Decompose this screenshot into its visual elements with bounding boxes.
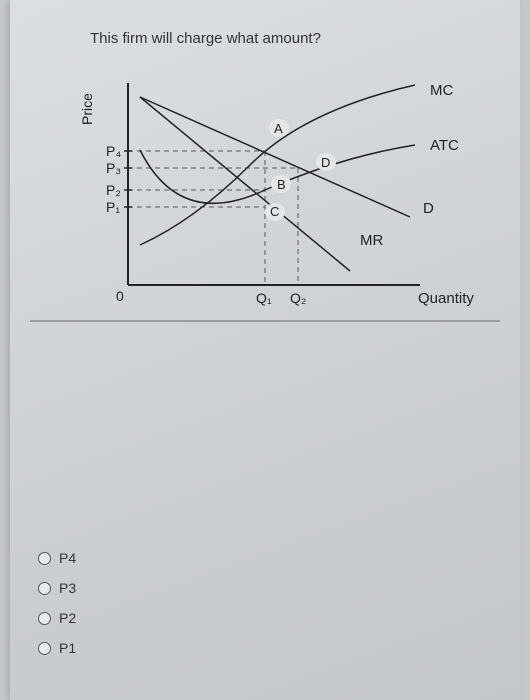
- option-p1[interactable]: P1: [38, 640, 76, 656]
- ytick-p3: P₃: [106, 160, 121, 176]
- economics-chart: Price P₄ P₃ P₂ P₁ Q₁ Q₂: [80, 65, 490, 325]
- svg-text:A: A: [274, 121, 283, 136]
- label-mr: MR: [360, 232, 383, 249]
- svg-text:C: C: [270, 204, 279, 219]
- label-mc: MC: [430, 82, 453, 99]
- xtick-q1: Q₁: [256, 290, 272, 306]
- point-d: D: [316, 153, 336, 171]
- radio-icon[interactable]: [38, 642, 51, 655]
- ytick-p2: P₂: [106, 182, 121, 198]
- option-p3[interactable]: P3: [38, 580, 76, 596]
- ytick-p1: P₁: [106, 199, 120, 215]
- x-axis-label: Quantity: [418, 290, 474, 307]
- radio-icon[interactable]: [38, 552, 51, 565]
- page: This firm will charge what amount? Price…: [10, 0, 520, 700]
- point-a: A: [269, 119, 289, 137]
- option-label: P1: [59, 640, 76, 656]
- radio-icon[interactable]: [38, 612, 51, 625]
- label-d: D: [423, 200, 434, 217]
- option-label: P3: [59, 580, 76, 596]
- option-label: P2: [59, 610, 76, 626]
- mc-curve: [140, 85, 415, 245]
- ytick-p4: P₄: [106, 143, 121, 159]
- radio-icon[interactable]: [38, 582, 51, 595]
- label-atc: ATC: [430, 137, 459, 154]
- svg-text:B: B: [277, 177, 286, 192]
- y-axis-label: Price: [80, 93, 95, 125]
- option-p4[interactable]: P4: [38, 550, 76, 566]
- option-p2[interactable]: P2: [38, 610, 76, 626]
- xtick-q2: Q₂: [290, 290, 306, 306]
- answer-options: P4 P3 P2 P1: [38, 536, 76, 670]
- demand-curve: [140, 97, 410, 217]
- point-c: C: [265, 203, 285, 221]
- svg-text:D: D: [321, 155, 330, 170]
- point-b: B: [271, 175, 291, 193]
- mr-curve: [140, 97, 350, 271]
- origin-label: 0: [116, 288, 124, 304]
- atc-curve: [140, 145, 415, 203]
- divider: [30, 320, 500, 322]
- question-text: This firm will charge what amount?: [90, 30, 500, 47]
- option-label: P4: [59, 550, 76, 566]
